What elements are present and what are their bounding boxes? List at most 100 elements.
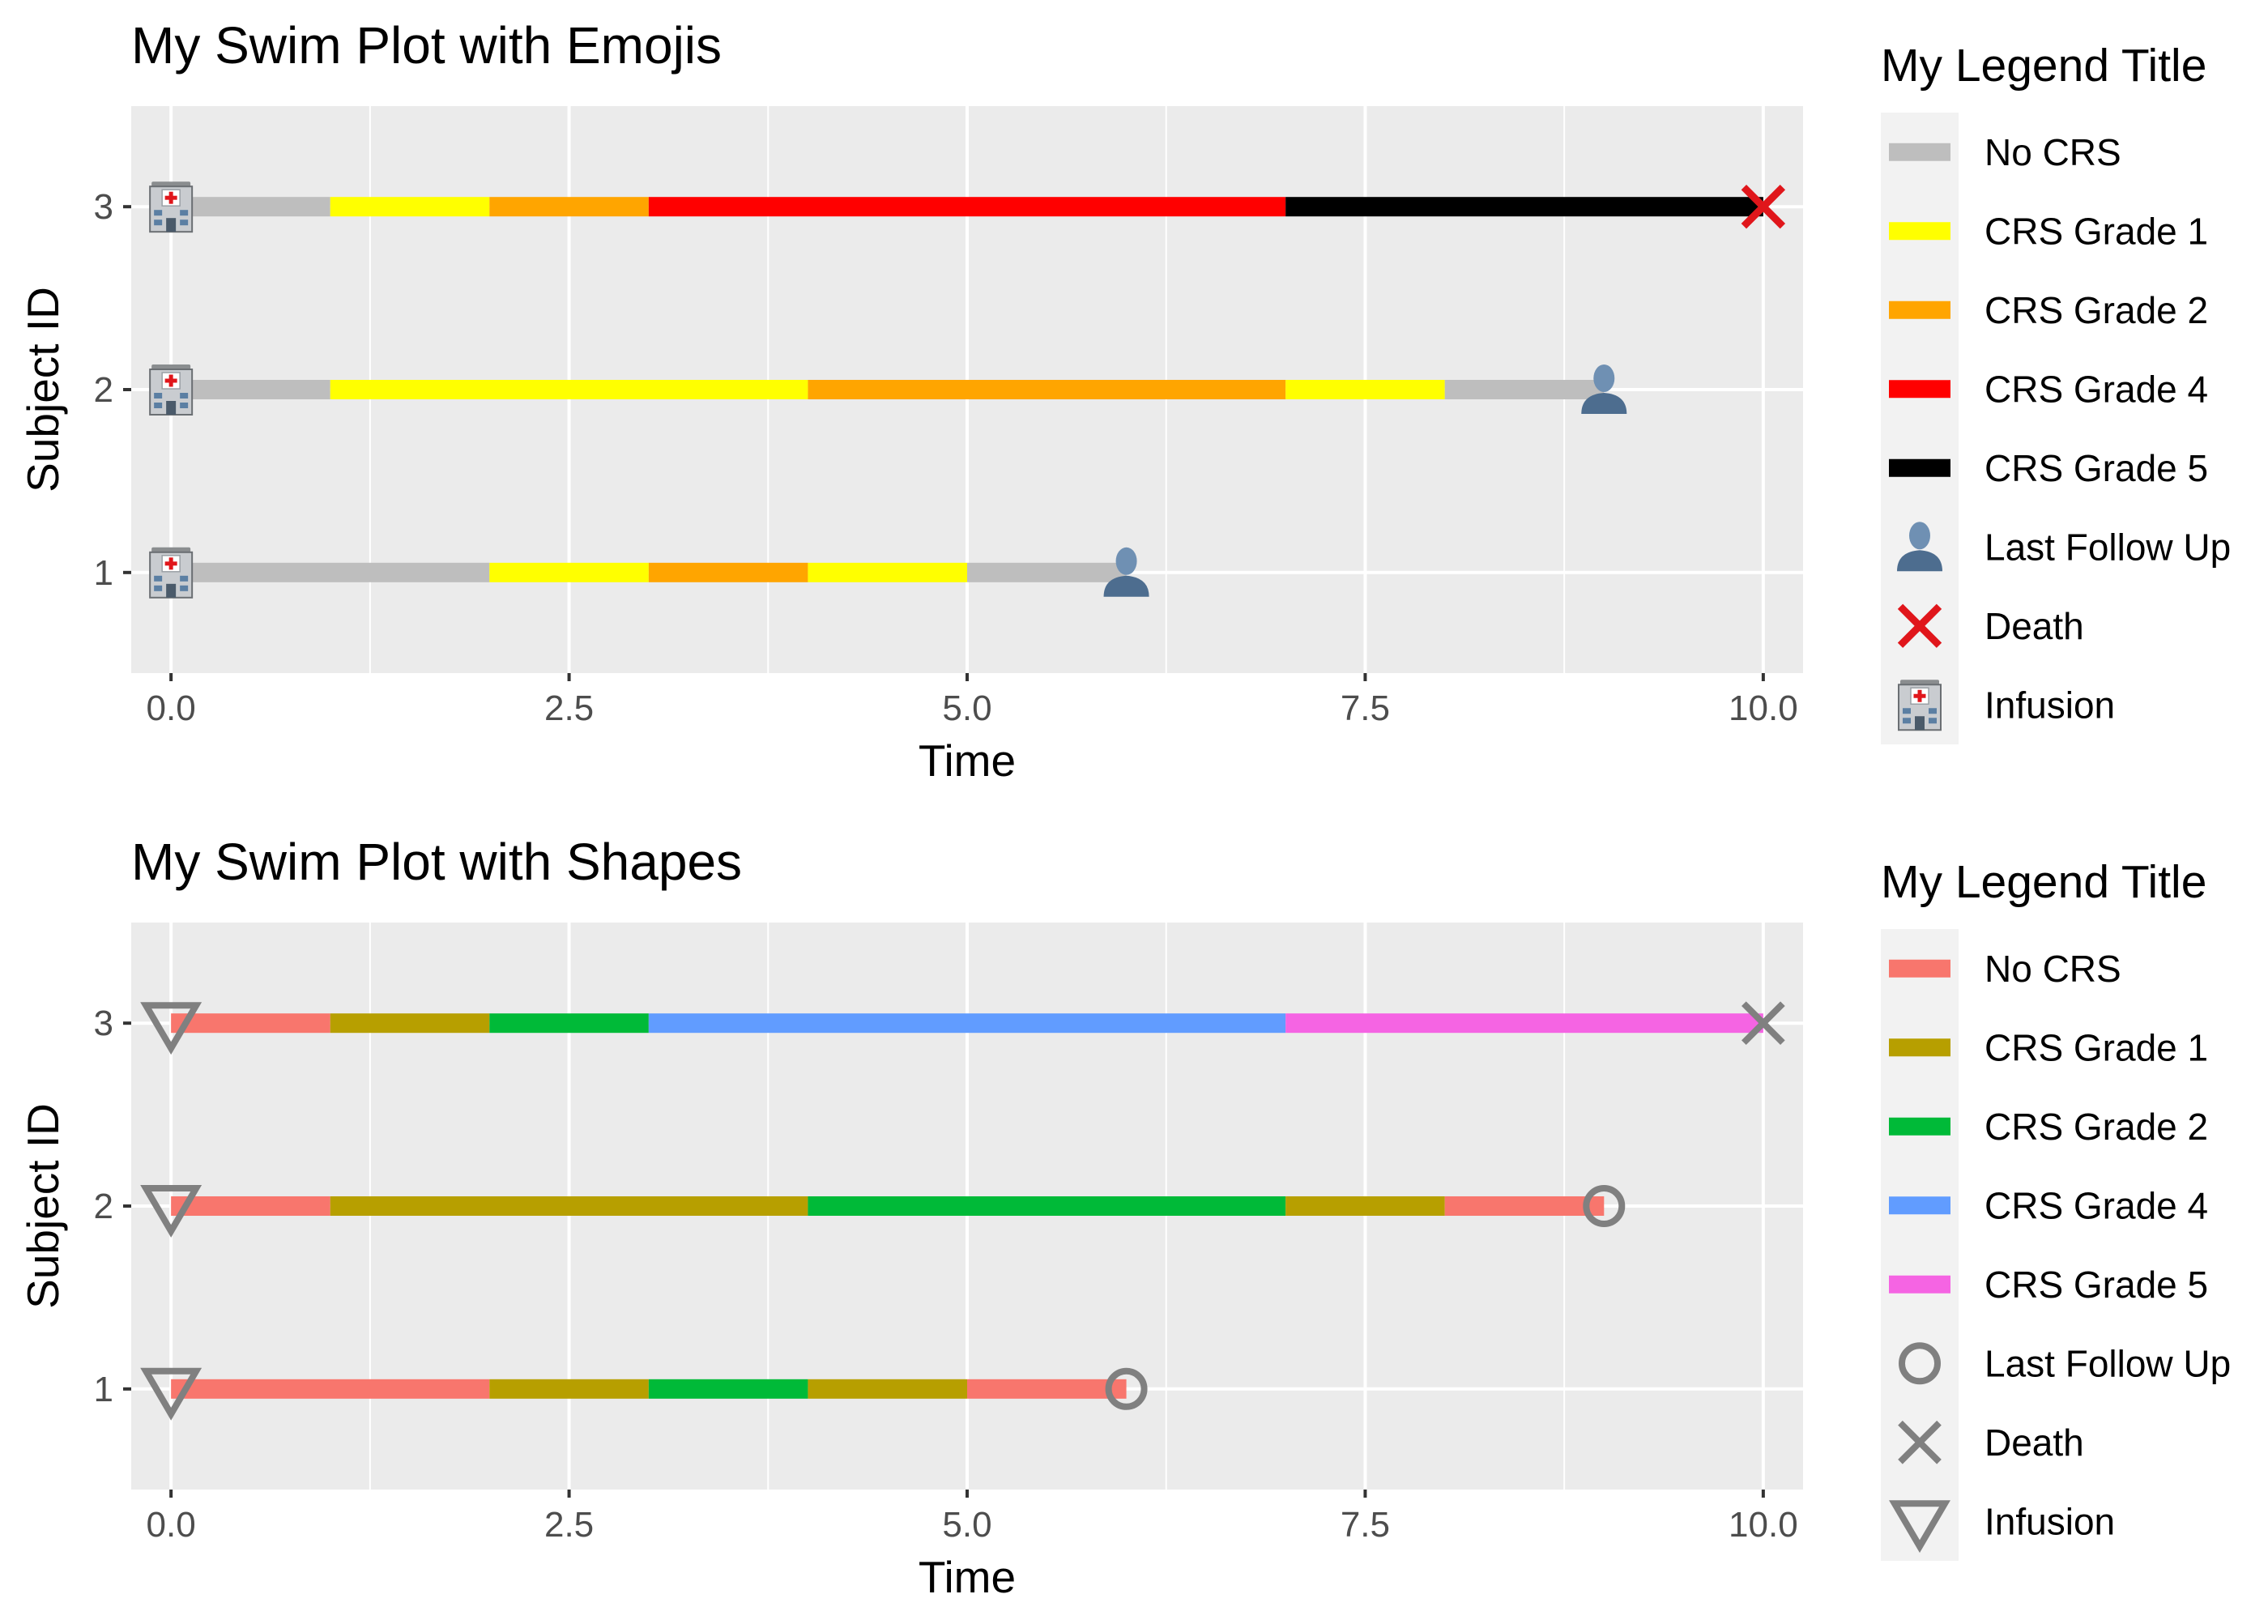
person-shoulders	[1897, 550, 1942, 572]
y-axis-title: Subject ID	[18, 1103, 68, 1309]
hospital-window	[154, 585, 163, 591]
legend-title: My Legend Title	[1881, 856, 2206, 908]
swim-segment	[1444, 380, 1605, 399]
swim-segment	[648, 562, 808, 582]
swim-segment	[171, 1196, 330, 1216]
legend: My Legend Title No CRS CRS Grade 1 CRS Grad…	[1881, 856, 2231, 1561]
chart-title: My Swim Plot with Shapes	[131, 833, 742, 891]
legend: My Legend Title No CRS CRS Grade 1 CRS Grad…	[1881, 40, 2231, 744]
swim-segment	[967, 562, 1127, 582]
last-follow-up-marker	[1103, 547, 1149, 597]
hospital-window	[154, 403, 163, 408]
chart-1: My Swim Plot with Emojis 0.0 2.5 5.0 7.5 10.0…	[18, 16, 2231, 786]
hospital-window	[180, 403, 189, 408]
y-tick-label: 1	[94, 553, 113, 593]
legend-key	[1881, 1323, 1959, 1403]
death-x-stroke	[1741, 185, 1786, 229]
hospital-window	[1929, 708, 1937, 714]
swim-segment	[1285, 197, 1763, 217]
last-follow-up-marker	[1583, 1185, 1626, 1227]
x-axis-title: Time	[919, 1552, 1016, 1602]
x-tick-label: 2.5	[544, 688, 594, 728]
legend-line-swatch	[1889, 1038, 1950, 1057]
legend-x-mark	[1898, 1420, 1942, 1464]
hospital-window	[180, 210, 189, 216]
swim-segment	[489, 562, 649, 582]
swim-segment	[171, 1379, 490, 1399]
person-head	[1115, 547, 1137, 575]
swim-segment	[648, 1379, 808, 1399]
legend-label: Infusion	[1985, 1500, 2115, 1542]
hospital-cross-horizontal	[164, 195, 177, 200]
swim-segment	[648, 197, 1286, 217]
person-head	[1593, 364, 1615, 392]
hospital-door	[166, 401, 177, 415]
chart-2: My Swim Plot with Shapes 0.0 2.5 5.0 7.5 10.0…	[18, 833, 2231, 1602]
legend-label: CRS Grade 5	[1985, 447, 2208, 489]
swim-segment	[1444, 1196, 1605, 1216]
hospital-window	[154, 393, 163, 399]
x-tick-label: 5.0	[942, 688, 991, 728]
swim-segment	[808, 1379, 967, 1399]
chart-title: My Swim Plot with Emojis	[131, 16, 722, 75]
infusion-marker	[149, 364, 194, 416]
legend-line-swatch	[1889, 1117, 1950, 1136]
hospital-door	[166, 218, 177, 232]
legend-label: Last Follow Up	[1985, 526, 2231, 568]
legend-label: CRS Grade 1	[1985, 1026, 2208, 1068]
hospital-window	[1929, 718, 1937, 724]
x-tick-label: 5.0	[942, 1505, 991, 1545]
hospital-window	[180, 575, 189, 582]
y-tick-label: 2	[94, 370, 113, 410]
swim-segment	[808, 380, 1286, 399]
legend-hospital-emoji	[1898, 680, 1942, 731]
hospital-window	[154, 575, 163, 582]
x-mark-stroke	[1898, 1420, 1942, 1464]
swim-segment	[489, 1379, 649, 1399]
swim-segment	[171, 562, 490, 582]
swim-segment	[330, 197, 490, 217]
person-shoulders	[1103, 575, 1149, 597]
swim-segment	[1285, 1196, 1445, 1216]
swim-segment	[330, 1013, 490, 1034]
hospital-window	[1903, 708, 1911, 714]
x-tick-label: 2.5	[544, 1505, 594, 1545]
legend-line-swatch	[1889, 959, 1950, 978]
x-mark-stroke	[1742, 1001, 1785, 1046]
legend-title: My Legend Title	[1881, 40, 2206, 92]
y-tick-label: 2	[94, 1187, 113, 1226]
x-tick-label: 0.0	[147, 688, 196, 728]
legend-label: CRS Grade 2	[1985, 1106, 2208, 1148]
legend-line-swatch	[1889, 1196, 1950, 1215]
x-tick-label: 7.5	[1341, 688, 1390, 728]
legend-label: Death	[1985, 605, 2084, 647]
swim-segment	[489, 197, 649, 217]
x-axis-title: Time	[919, 735, 1016, 786]
y-tick-label: 3	[94, 1004, 113, 1043]
legend-line-swatch	[1889, 380, 1950, 399]
y-tick-label: 1	[94, 1370, 113, 1409]
hospital-cross-horizontal	[164, 378, 177, 383]
swim-segment	[330, 1196, 808, 1216]
last-follow-up-marker	[1105, 1367, 1148, 1410]
y-tick-label: 3	[94, 187, 113, 227]
swim-segment	[808, 1196, 1286, 1216]
legend-label: CRS Grade 4	[1985, 1184, 2208, 1226]
y-axis-title: Subject ID	[18, 287, 68, 492]
death-marker	[1742, 1001, 1785, 1046]
x-tick-label: 0.0	[147, 1505, 196, 1545]
infusion-marker	[149, 547, 194, 599]
legend-label: Last Follow Up	[1985, 1342, 2231, 1384]
swim-segment	[808, 562, 967, 582]
person-head	[1909, 522, 1930, 550]
hospital-window	[180, 220, 189, 226]
legend-label: CRS Grade 5	[1985, 1264, 2208, 1306]
legend-down-triangle	[1889, 1500, 1950, 1554]
last-follow-up-marker	[1581, 364, 1627, 414]
hospital-door	[1915, 716, 1925, 731]
legend-label: No CRS	[1985, 948, 2121, 990]
infusion-marker	[140, 1002, 202, 1055]
legend-label: CRS Grade 1	[1985, 210, 2208, 252]
